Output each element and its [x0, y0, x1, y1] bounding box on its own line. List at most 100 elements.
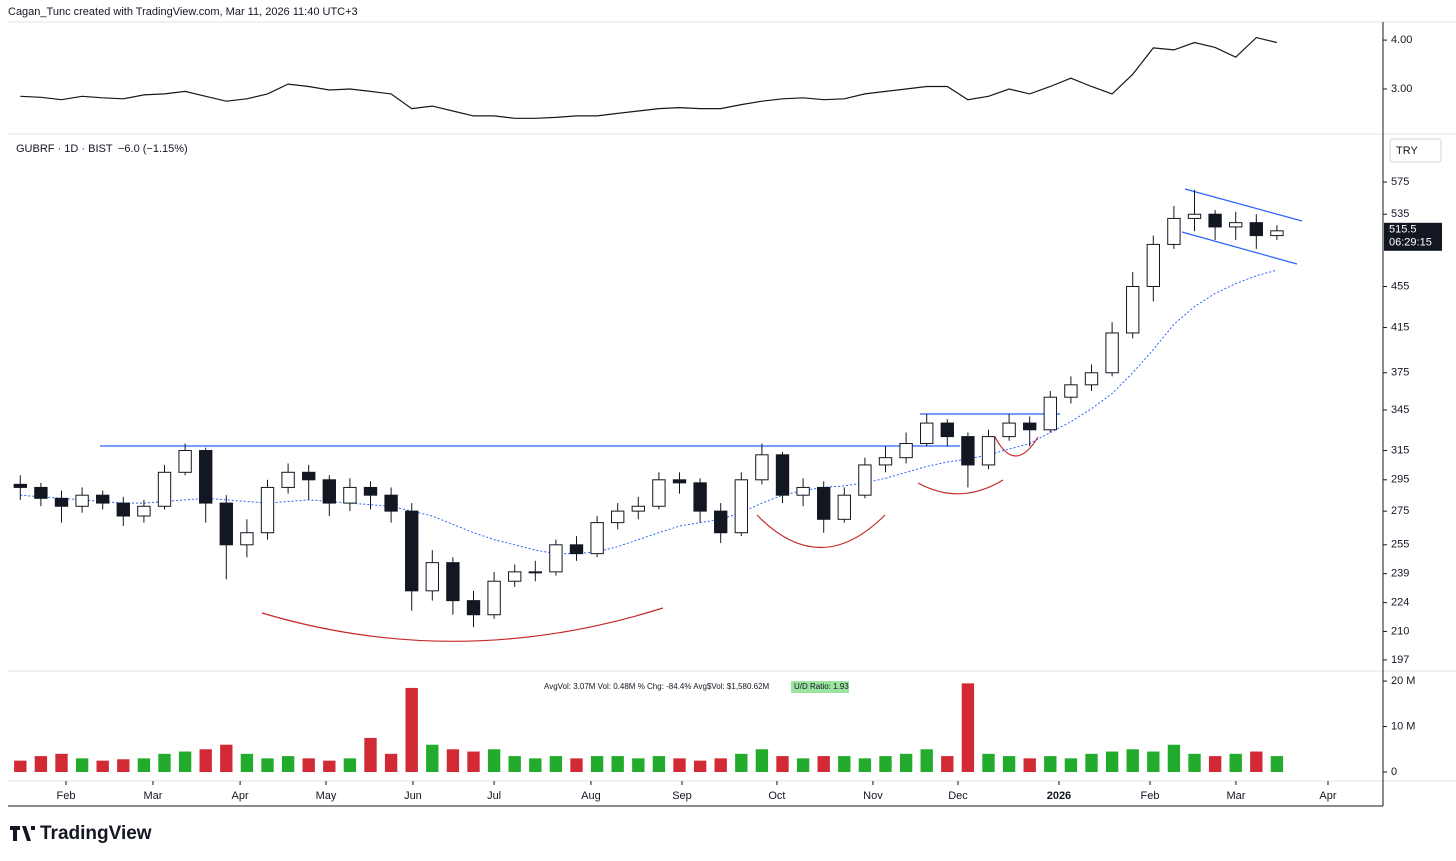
volume-bar [75, 758, 89, 772]
candle-body [96, 494, 110, 504]
volume-bar [570, 758, 583, 772]
volume-bar [1126, 749, 1139, 772]
x-tick-label: Dec [948, 790, 968, 802]
y-tick-label: 415 [1391, 321, 1409, 333]
volume-bar [611, 756, 624, 772]
candle-body [281, 471, 295, 488]
volume-bar [55, 753, 68, 772]
volume-bar [302, 758, 315, 772]
candle-body [343, 486, 357, 504]
candle-body [425, 562, 439, 592]
candle-body [837, 494, 851, 520]
volume-bar [240, 753, 254, 772]
drawings [100, 188, 1303, 642]
candle-body [466, 600, 481, 616]
volume-bar [34, 756, 48, 772]
volume-bar [1147, 751, 1160, 772]
volume-bar [487, 749, 501, 772]
y-tick-label: 535 [1391, 208, 1409, 220]
candle-body [1187, 213, 1202, 219]
y-tick-label: 275 [1391, 505, 1409, 517]
line [20, 269, 1278, 555]
arc [261, 607, 664, 642]
volume-bar [838, 756, 851, 772]
volume-bar [261, 758, 274, 772]
volume-bar [426, 744, 439, 772]
candle-body [981, 436, 996, 466]
candle-body [817, 486, 831, 520]
volume-bar [632, 758, 645, 772]
candle-body [322, 479, 336, 504]
volume-bar [1023, 758, 1036, 772]
candle-body [1023, 422, 1037, 431]
volume-bar [529, 758, 542, 772]
candle-body [178, 450, 192, 473]
volume-bar [1105, 751, 1119, 772]
volume-bar [137, 758, 151, 772]
candle-body [13, 483, 27, 488]
candle-body [240, 532, 254, 546]
volume-bar [714, 758, 727, 772]
volume-bar [899, 753, 913, 772]
volume-bar [281, 756, 295, 772]
arc [756, 514, 886, 548]
y-tick-label: 4.00 [1391, 34, 1412, 46]
volume-bar [343, 758, 357, 772]
candle-body [137, 505, 151, 517]
volume-bar [508, 756, 521, 772]
candle-body [1002, 422, 1016, 438]
candle-body [775, 454, 790, 496]
volume-bar [982, 753, 995, 772]
volume-bar [178, 751, 192, 772]
candle-body [714, 510, 728, 534]
x-tick-label: Jun [404, 790, 422, 802]
volume-bar [1064, 758, 1078, 772]
volume-bar [1208, 756, 1222, 772]
volume-bar [1250, 751, 1263, 772]
candle-body [734, 479, 748, 534]
legend-change: −6.0 (−1.15%) [118, 143, 188, 155]
candle-body [384, 494, 398, 512]
logo-icon [10, 826, 35, 841]
last-price: 515.5 [1389, 224, 1417, 236]
volume-bar [961, 683, 975, 772]
x-tick-label: Feb [57, 790, 76, 802]
candle-body [157, 471, 172, 507]
candle-body [631, 505, 645, 512]
candle-body [302, 471, 316, 481]
x-tick-label: Apr [232, 790, 249, 802]
ud-box [791, 681, 849, 693]
candle-body [1208, 213, 1222, 228]
candle-body [920, 422, 934, 445]
volume-bar [384, 753, 398, 772]
y-tick-label: 224 [1391, 597, 1409, 609]
currency-box[interactable] [1389, 138, 1442, 163]
volume-bar [817, 756, 830, 772]
volume-bar [776, 756, 789, 772]
price-tag [1384, 222, 1442, 251]
candle-body [219, 502, 233, 546]
candle-body [1146, 243, 1160, 287]
volume-bar [941, 756, 954, 772]
candle-body [116, 502, 130, 517]
arc [917, 479, 1004, 495]
candle-body [199, 450, 213, 504]
volume-bar [405, 687, 418, 772]
y-tick-label: 197 [1391, 654, 1409, 666]
candle-body [858, 464, 872, 496]
candle-body [363, 486, 378, 496]
candle-body [899, 443, 913, 459]
candle-body [405, 510, 419, 592]
line [20, 36, 1278, 119]
x-tick-label: Nov [863, 790, 883, 802]
candle-body [672, 479, 687, 484]
volume-bar [673, 758, 686, 772]
volume-bar [735, 753, 748, 772]
x-tick-label: Aug [581, 790, 601, 802]
volume-bar [755, 749, 769, 772]
volume-bar [446, 749, 460, 772]
volume-bar [590, 756, 604, 772]
volume-bar [1167, 744, 1181, 772]
y-tick-label: 295 [1391, 474, 1409, 486]
x-tick-label: Sep [672, 790, 692, 802]
